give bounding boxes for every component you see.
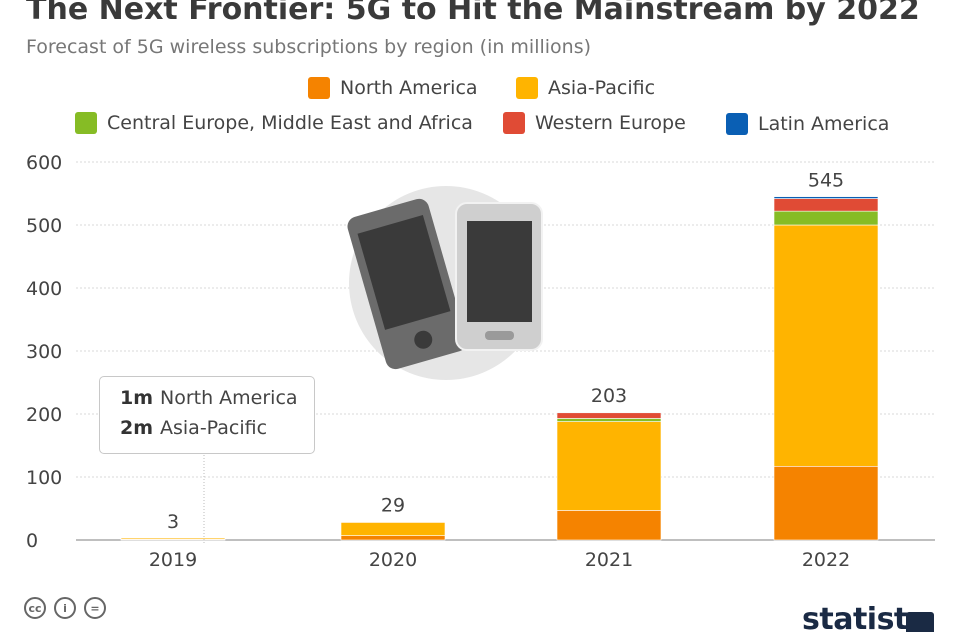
bar-total-label: 545 [808, 170, 844, 192]
statista-logo-mark-icon [906, 612, 934, 632]
bar-segment [556, 418, 662, 422]
legend-item-cemea: Central Europe, Middle East and Africa [75, 112, 473, 134]
legend-item-asia-pacific: Asia-Pacific [516, 77, 655, 99]
bar-total-label: 203 [591, 385, 627, 407]
bar-segment [773, 465, 879, 541]
legend-label: Asia-Pacific [548, 77, 656, 99]
y-tick-label: 0 [26, 530, 38, 552]
x-tick-label: 2020 [369, 549, 417, 571]
x-tick-label: 2022 [802, 549, 850, 571]
callout-row-asia-pacific: 2m Asia-Pacific [120, 417, 267, 439]
y-tick-label: 100 [26, 467, 62, 489]
legend-swatch [308, 77, 330, 99]
smartphones-illustration [347, 186, 543, 380]
legend-item-north-america: North America [308, 77, 478, 99]
creative-commons-icon[interactable]: cc [24, 597, 46, 619]
legend-label: Latin America [758, 113, 890, 135]
legend-swatch [75, 112, 97, 134]
bar-segment [773, 224, 879, 467]
y-tick-label: 400 [26, 278, 62, 300]
legend-label: North America [340, 77, 478, 99]
callout-label: North America [160, 387, 298, 409]
no-derivatives-icon[interactable]: = [84, 597, 106, 619]
bar-total-label: 29 [381, 495, 405, 517]
callout-box-2019: 1m North America 2m Asia-Pacific [99, 376, 315, 454]
callout-value: 1m [120, 387, 154, 409]
legend-item-latin-america: Latin America [726, 113, 889, 135]
x-tick-label: 2021 [585, 549, 633, 571]
bar-segment [340, 535, 446, 541]
legend-label: Central Europe, Middle East and Africa [107, 112, 473, 134]
bar-segment [773, 198, 879, 212]
y-tick-label: 300 [26, 341, 62, 363]
bar-segment [556, 421, 662, 511]
y-tick-label: 600 [26, 152, 62, 174]
legend-swatch [516, 77, 538, 99]
legend-swatch [726, 113, 748, 135]
legend-item-western-europe: Western Europe [503, 112, 686, 134]
chart-subtitle: Forecast of 5G wireless subscriptions by… [26, 36, 592, 58]
x-tick-label: 2019 [149, 549, 197, 571]
callout-value: 2m [120, 417, 154, 439]
bar-segment [773, 196, 879, 199]
callout-row-north-america: 1m North America [120, 387, 298, 409]
bar-segment [340, 521, 446, 523]
attribution-icon[interactable]: i [54, 597, 76, 619]
legend-label: Western Europe [535, 112, 686, 134]
bar-segment [773, 210, 879, 226]
labels: 0 100 200 300 400 500 600 3 2019 29 2020 203 2021 545… [26, 152, 850, 571]
callout-label: Asia-Pacific [160, 417, 268, 439]
bars [120, 196, 879, 541]
license-icons: cc i = [24, 597, 106, 619]
bar-segment [120, 537, 226, 540]
bar-segment [556, 510, 662, 541]
legend-swatch [503, 112, 525, 134]
bar-total-label: 3 [167, 511, 179, 533]
y-tick-label: 500 [26, 215, 62, 237]
bar-segment [556, 412, 662, 419]
y-tick-label: 200 [26, 404, 62, 426]
chart-title: The Next Frontier: 5G to Hit the Mainstr… [26, 0, 920, 27]
bar-segment [556, 411, 662, 414]
bar-segment [340, 522, 446, 536]
